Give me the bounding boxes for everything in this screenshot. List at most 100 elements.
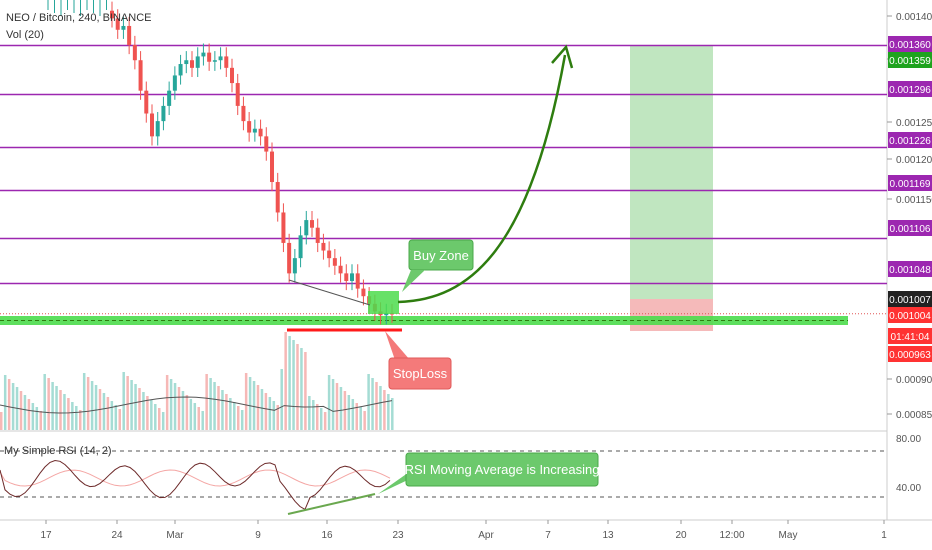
volume-bar (39, 411, 42, 430)
rsi-tick-label: 80.00 (896, 434, 921, 445)
candle-body (252, 128, 257, 133)
candle-body (218, 56, 223, 61)
volume-bar (213, 382, 216, 430)
candle-body (144, 90, 149, 114)
volume-bar (280, 369, 283, 430)
candle-body (258, 128, 263, 137)
volume-bar (31, 403, 35, 430)
volume-bar (146, 396, 149, 430)
volume-bar (86, 377, 90, 430)
time-tick-label: 20 (675, 530, 687, 541)
price-tag-bg (888, 52, 932, 68)
candle-body (298, 235, 303, 259)
volume-bar (126, 376, 129, 430)
volume-bar (102, 393, 106, 430)
candle-body (384, 312, 389, 316)
price-tag-label: 0.001359 (889, 56, 931, 67)
volume-bar (114, 405, 118, 430)
candle-body (338, 265, 343, 274)
time-tick-label: 7 (545, 530, 551, 541)
volume-bar (284, 332, 287, 430)
volume-bar (122, 372, 125, 430)
volume-bar (327, 375, 331, 430)
candle-body (184, 60, 189, 65)
candle-body (321, 242, 326, 251)
volume-bar (316, 404, 319, 430)
price-tag-label: 0.001226 (889, 136, 931, 147)
rsi-pane (0, 450, 887, 511)
price-tag-bg (888, 132, 932, 148)
price-level-tags: 0.001360 0.001359 0.001296 0.001226 0.001169… (888, 36, 932, 362)
candle-body (315, 227, 320, 243)
volume-bar (3, 375, 7, 430)
volume-bar (169, 379, 173, 430)
price-tag-label: 0.000963 (889, 350, 931, 361)
volume-bar (94, 385, 98, 430)
rsi-callout: RSI Moving Average is Increasing (378, 452, 599, 494)
volume-bar (47, 378, 50, 430)
candle-body (275, 182, 280, 213)
candle-body (327, 250, 332, 259)
volume-bar (308, 396, 311, 430)
price-tag-label: 01:41:04 (891, 332, 930, 343)
volume-bar (248, 377, 252, 430)
candle-body (190, 60, 194, 68)
volume-bar (355, 403, 358, 430)
price-tag-bg (888, 328, 932, 344)
volume-bar (189, 399, 193, 430)
volume-bar (0, 412, 3, 430)
volume-bar (134, 384, 137, 430)
volume-bar (331, 379, 335, 430)
volume-bar (71, 402, 74, 430)
candle-body (247, 121, 252, 133)
volume-bar (35, 407, 39, 430)
volume-bar (339, 387, 343, 430)
trend-line (288, 279, 371, 306)
candle-body (150, 113, 154, 137)
volume-bar (312, 400, 315, 430)
volume-bar (217, 386, 220, 430)
volume-bar (19, 391, 23, 430)
candle-body (355, 273, 360, 289)
volume-bar (296, 344, 299, 430)
volume-bar (79, 410, 82, 430)
price-tag-label: 0.001048 (889, 265, 931, 276)
time-tick-label: 24 (111, 530, 123, 541)
time-tick-label: Mar (166, 530, 184, 541)
buy-zone-text: Buy Zone (413, 248, 469, 263)
volume-bar (118, 409, 121, 430)
candle-body (195, 56, 200, 68)
candle-body (207, 52, 212, 62)
volume-bar (138, 388, 141, 430)
candle-body (235, 83, 240, 106)
rsi-tick-label: 40.00 (896, 483, 921, 494)
time-tick-label: 17 (40, 530, 52, 541)
volume-bar (300, 348, 303, 430)
arrow-head (551, 44, 574, 69)
projection-arrow (397, 54, 567, 304)
candle-body (241, 105, 246, 122)
time-tick-label: May (779, 530, 798, 541)
price-tag-label: 0.001169 (890, 179, 931, 190)
candle-body (132, 45, 137, 61)
candle-body (178, 64, 183, 76)
volume-bar (252, 381, 256, 430)
volume-bar (158, 408, 161, 430)
price-tag-bg (888, 175, 932, 191)
volume-bar (7, 379, 11, 430)
rsi-axis: 80.00 40.00 (896, 434, 921, 494)
volume-bar (375, 382, 378, 430)
volume-bar (82, 373, 86, 430)
candle-body (310, 220, 314, 228)
candle-body (172, 75, 177, 91)
candle-body (344, 273, 349, 281)
candle-body (332, 258, 337, 266)
volume-bar (244, 373, 248, 430)
volume-bar (260, 389, 264, 430)
candle-body (264, 136, 269, 152)
volume-series (0, 332, 394, 430)
